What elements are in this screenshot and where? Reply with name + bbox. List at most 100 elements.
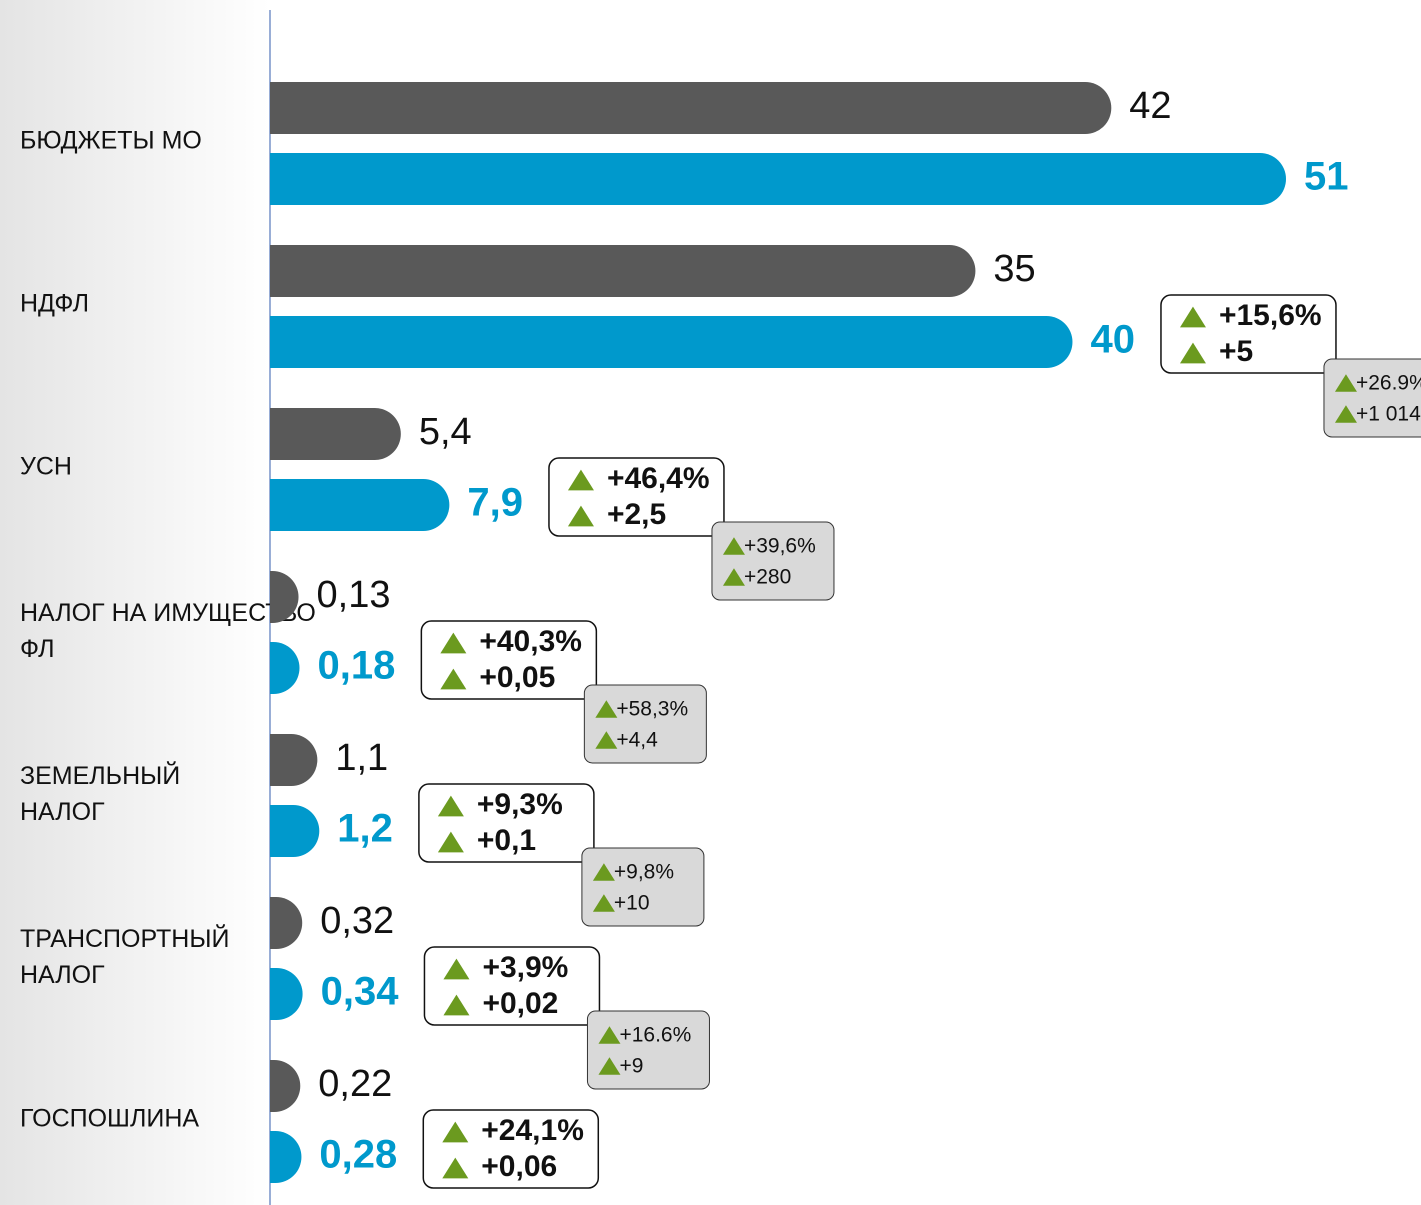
bar <box>270 734 318 786</box>
change-box: +24,1%+0,06 <box>422 1109 600 1189</box>
detail-abs: +1 014 <box>1356 403 1421 426</box>
up-triangle <box>722 568 745 586</box>
detail-box: +9,8% +10 <box>581 847 705 927</box>
detail-box: +58,3% +4,4 <box>583 684 707 764</box>
change-box: +15,6%+5 <box>1160 294 1337 374</box>
value-label: 35 <box>993 248 1035 290</box>
category-label: ТРАНСПОРТНЫЙ НАЛОГ <box>20 923 229 989</box>
detail-box: +39,6% +280 <box>711 521 835 601</box>
change-box-frame <box>422 1109 600 1189</box>
change-pct: +46,4% <box>607 462 710 495</box>
detail-box-frame <box>581 847 705 927</box>
change-abs: +5 <box>1219 335 1253 368</box>
up-triangle <box>437 831 464 853</box>
value-label: 0,13 <box>317 574 391 616</box>
bar <box>270 153 1286 205</box>
up-triangle <box>440 668 467 690</box>
up-triangle <box>437 795 464 817</box>
value-label: 51 <box>1304 155 1349 199</box>
detail-box: +16.6% +9 <box>586 1010 710 1090</box>
category-label-line: ЗЕМЕЛЬНЫЙ <box>20 760 180 790</box>
bar <box>270 408 401 460</box>
change-abs: +0,06 <box>481 1150 557 1183</box>
change-pct: +24,1% <box>481 1114 584 1147</box>
detail-pct: +39,6% <box>744 535 816 558</box>
change-box-frame <box>548 457 725 537</box>
bar <box>270 571 299 623</box>
bar <box>270 316 1073 368</box>
up-triangle <box>592 863 615 881</box>
background <box>0 0 270 1205</box>
up-triangle <box>567 505 594 527</box>
category-label: УСН <box>20 453 72 481</box>
value-label: 0,34 <box>321 970 400 1014</box>
bar <box>270 82 1112 134</box>
value-label: 40 <box>1090 318 1135 362</box>
detail-abs: +280 <box>744 566 791 589</box>
bar <box>270 245 976 297</box>
bar <box>270 897 303 949</box>
change-box-frame <box>1160 294 1337 374</box>
bar <box>270 1131 302 1183</box>
detail-box-frame <box>586 1010 710 1090</box>
detail-box-frame <box>583 684 707 764</box>
bar <box>270 642 300 694</box>
change-box: +3,9%+0,02 <box>423 946 601 1026</box>
value-label: 1,1 <box>335 737 388 779</box>
value-label: 0,32 <box>320 900 394 942</box>
change-box-frame <box>418 783 595 863</box>
detail-box-frame <box>711 521 835 601</box>
category-label: НДФЛ <box>20 290 89 318</box>
bar <box>270 805 320 857</box>
up-triangle <box>598 1026 621 1044</box>
value-label: 7,9 <box>467 481 523 525</box>
change-box-frame <box>423 946 601 1026</box>
up-triangle <box>440 632 467 654</box>
change-pct: +15,6% <box>1219 299 1322 332</box>
value-label: 1,2 <box>337 807 393 851</box>
category-label-line: ФЛ <box>20 635 55 663</box>
bar <box>270 1060 301 1112</box>
change-box: +40,3%+0,05 <box>420 620 598 700</box>
category-label: НАЛОГ НА ИМУЩЕСТВО ФЛ <box>20 599 316 663</box>
value-label: 0,22 <box>318 1063 392 1105</box>
change-box: +46,4%+2,5 <box>548 457 725 537</box>
detail-pct: +58,3% <box>616 698 688 721</box>
change-pct: +40,3% <box>479 625 582 658</box>
detail-pct: +16.6% <box>619 1024 691 1047</box>
detail-abs: +10 <box>614 892 650 915</box>
up-triangle <box>722 537 745 555</box>
bar <box>270 968 303 1020</box>
category-label-line: ТРАНСПОРТНЫЙ <box>20 923 229 953</box>
category-label-line: НАЛОГ НА ИМУЩЕСТВО <box>20 599 316 627</box>
up-triangle <box>567 469 594 491</box>
category-label: ЗЕМЕЛЬНЫЙ НАЛОГ <box>20 760 180 826</box>
bar <box>270 479 450 531</box>
up-triangle <box>443 994 470 1016</box>
detail-pct: +9,8% <box>614 861 674 884</box>
detail-abs: +4,4 <box>616 729 658 752</box>
up-triangle <box>595 731 618 749</box>
value-label: 5,4 <box>419 411 472 453</box>
change-box: +9,3%+0,1 <box>418 783 595 863</box>
change-abs: +2,5 <box>607 498 666 531</box>
up-triangle <box>1334 405 1357 423</box>
change-abs: +0,1 <box>477 824 536 857</box>
category-label-line: НАЛОГ <box>20 798 105 826</box>
detail-box: +26.9% +1 014 <box>1323 358 1421 438</box>
value-label: 0,28 <box>319 1133 397 1177</box>
value-label: 42 <box>1129 85 1171 127</box>
change-pct: +3,9% <box>482 951 568 984</box>
up-triangle <box>1334 374 1357 392</box>
category-label-line: НАЛОГ <box>20 961 105 989</box>
change-abs: +0,02 <box>482 987 558 1020</box>
up-triangle <box>1179 342 1206 364</box>
change-abs: +0,05 <box>479 661 555 694</box>
change-box-frame <box>420 620 598 700</box>
category-label: БЮДЖЕТЫ МО <box>20 127 202 155</box>
up-triangle <box>443 958 470 980</box>
up-triangle <box>598 1057 621 1075</box>
up-triangle <box>442 1157 469 1179</box>
up-triangle <box>595 700 618 718</box>
